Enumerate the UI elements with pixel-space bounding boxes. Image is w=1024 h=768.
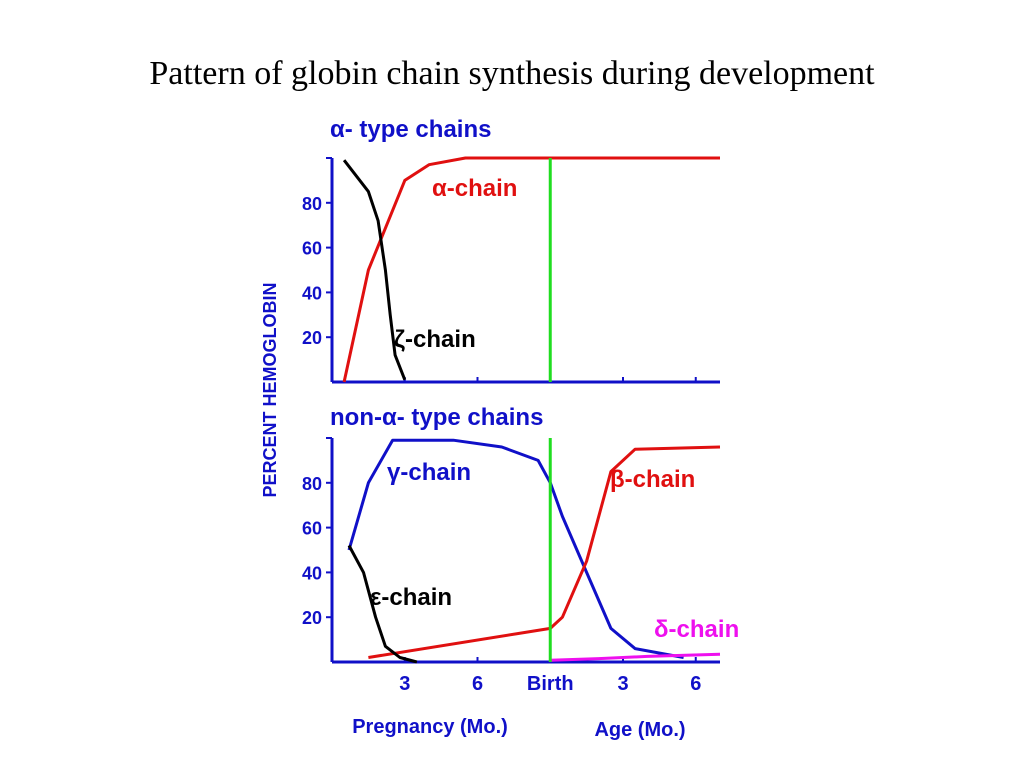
x-tick-label: 3	[617, 673, 628, 695]
label-epsilon-chain: ε-chain	[370, 584, 452, 611]
series-line-chain	[347, 438, 684, 659]
x-tick-labels: 3 6 Birth 3 6	[399, 673, 701, 695]
y-tick-label: 80	[302, 194, 322, 214]
series-line-chain	[342, 156, 720, 383]
x-axis-label-pregnancy: Pregnancy (Mo.)	[352, 716, 508, 738]
y-tick-label: 40	[302, 563, 322, 583]
y-ticks-bottom: 80 60 40 20	[302, 437, 332, 628]
series-top	[342, 156, 720, 383]
x-tick-label: 6	[690, 673, 701, 695]
label-zeta-chain: ζ-chain	[394, 326, 476, 353]
label-delta-chain: δ-chain	[654, 616, 739, 643]
y-tick-label: 80	[302, 474, 322, 494]
y-tick-label: 20	[302, 328, 322, 348]
non-alpha-chains-panel: non-α- type chains 80 60 40 20 γ-chain β-ch…	[302, 404, 739, 664]
x-axis-label-age: Age (Mo.)	[594, 719, 685, 741]
x-tick-label: Birth	[527, 673, 574, 695]
panel-title-non-alpha: non-α- type chains	[330, 404, 543, 431]
series-line-chain	[550, 652, 721, 662]
page-title: Pattern of globin chain synthesis during…	[149, 55, 875, 92]
alpha-chains-panel: α- type chains 80 60 40 20 α-chain ζ-chain	[302, 116, 720, 384]
x-tick-label: 6	[472, 673, 483, 695]
y-tick-label: 60	[302, 519, 322, 539]
label-beta-chain: β-chain	[610, 466, 695, 493]
y-tick-label: 60	[302, 239, 322, 259]
label-gamma-chain: γ-chain	[387, 459, 471, 486]
y-ticks-top: 80 60 40 20	[302, 157, 332, 348]
y-tick-label: 20	[302, 608, 322, 628]
panel-title-alpha: α- type chains	[330, 116, 491, 143]
series-line-chain	[342, 159, 407, 381]
y-tick-label: 40	[302, 283, 322, 303]
y-axis-label: PERCENT HEMOGLOBIN	[260, 282, 280, 497]
label-alpha-chain: α-chain	[432, 175, 517, 202]
x-tick-label: 3	[399, 673, 410, 695]
series-line-chain	[347, 544, 418, 664]
